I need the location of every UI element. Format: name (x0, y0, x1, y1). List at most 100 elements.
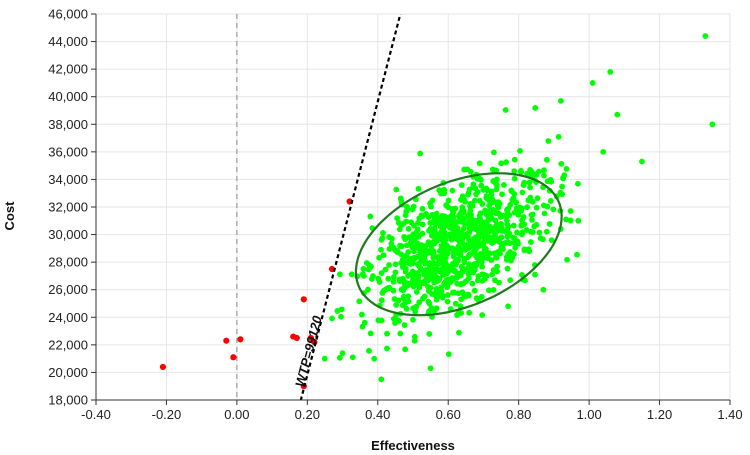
data-point-green (543, 228, 550, 235)
x-axis-title: Effectiveness (371, 438, 455, 453)
data-point-green (501, 182, 507, 188)
data-point-green (504, 233, 511, 240)
data-point-green (614, 111, 621, 118)
data-point-green (441, 190, 448, 197)
data-point-green (498, 224, 505, 231)
data-point-green (400, 293, 407, 300)
data-point-green (429, 291, 435, 297)
axes: -0.40 -0.20 0.00 0.20 0.40 0.60 0.80 1.00 1.20 1.… (48, 7, 742, 423)
data-point-green (395, 297, 402, 304)
data-point-green (528, 168, 535, 175)
data-point-green (454, 312, 460, 318)
data-point-green (500, 241, 507, 247)
data-point-green (487, 250, 493, 257)
data-point-red (293, 334, 300, 342)
data-point-green (471, 197, 478, 204)
data-point-green (449, 220, 456, 227)
data-point-green (702, 33, 709, 39)
data-point-green (394, 215, 401, 222)
data-point-green (398, 243, 405, 250)
data-point-green (449, 215, 455, 221)
data-point-green (457, 214, 464, 221)
data-point-green (419, 221, 426, 228)
y-axis-title: Cost (2, 201, 17, 231)
data-point-green (421, 271, 427, 278)
data-point-green (367, 213, 374, 220)
data-point-green (491, 149, 497, 156)
data-point-green (416, 299, 423, 306)
data-point-green (473, 217, 480, 224)
data-point-green (412, 308, 419, 315)
data-point-green (510, 222, 517, 229)
data-point-green (398, 286, 405, 293)
data-point-green (607, 69, 614, 75)
data-point-green (392, 261, 399, 268)
data-point-green (382, 266, 389, 273)
data-point-green (442, 258, 448, 265)
data-point-green (430, 248, 437, 255)
data-point-green (359, 323, 366, 330)
data-point-green (421, 293, 428, 300)
data-point-green (511, 251, 517, 257)
data-point-green (456, 329, 462, 336)
data-point-green (498, 160, 505, 167)
data-point-green (411, 333, 418, 340)
data-point-green (349, 354, 356, 361)
data-point-green (529, 211, 536, 218)
data-point-green (527, 239, 534, 245)
data-point-green (465, 253, 472, 260)
data-point-green (533, 204, 540, 211)
data-point-green (558, 97, 564, 104)
data-point-green (502, 107, 509, 113)
data-point-green (426, 227, 432, 234)
data-point-green (478, 259, 485, 266)
data-point-green (360, 265, 367, 272)
data-point-green (386, 246, 393, 252)
data-point-green (493, 181, 500, 188)
data-point-green (532, 271, 538, 278)
data-point-green (406, 280, 412, 287)
data-point-green (529, 217, 535, 223)
data-point-green (504, 221, 511, 228)
data-point-green (368, 276, 375, 282)
data-point-green (543, 156, 550, 163)
data-point-green (488, 188, 495, 195)
data-point-green (366, 347, 372, 354)
y-tick-label: 44,000 (48, 34, 88, 49)
y-tick-label: 42,000 (48, 62, 88, 77)
data-point-green (427, 365, 434, 372)
data-point-green (507, 277, 514, 284)
data-point-green (401, 233, 407, 240)
data-point-green (381, 287, 387, 294)
data-point-green (513, 205, 520, 212)
data-point-green (450, 253, 457, 260)
data-point-green (336, 271, 343, 278)
data-point-green (518, 169, 524, 176)
data-point-green (419, 205, 426, 212)
data-point-green (546, 221, 553, 227)
data-point-green (469, 264, 476, 270)
data-point-green (420, 280, 427, 287)
data-point-green (548, 237, 555, 244)
data-point-green (463, 278, 469, 285)
x-tick-label: 1.20 (647, 407, 672, 422)
data-point-green (484, 211, 491, 218)
data-point-green (411, 248, 417, 255)
data-point-green (477, 210, 484, 217)
data-point-green (466, 217, 473, 224)
data-point-green (709, 121, 716, 128)
y-tick-label: 34,000 (48, 172, 88, 187)
data-point-green (442, 237, 449, 244)
data-point-green (481, 238, 488, 245)
data-point-green (444, 298, 451, 305)
data-point-green (478, 293, 485, 300)
data-point-green (555, 133, 562, 140)
data-point-red (159, 363, 167, 371)
data-point-green (410, 203, 417, 210)
data-point-green (437, 247, 444, 254)
data-point-green (518, 221, 525, 228)
data-point-green (384, 345, 390, 352)
data-point-green (467, 168, 474, 175)
y-tick-label: 38,000 (48, 117, 88, 132)
